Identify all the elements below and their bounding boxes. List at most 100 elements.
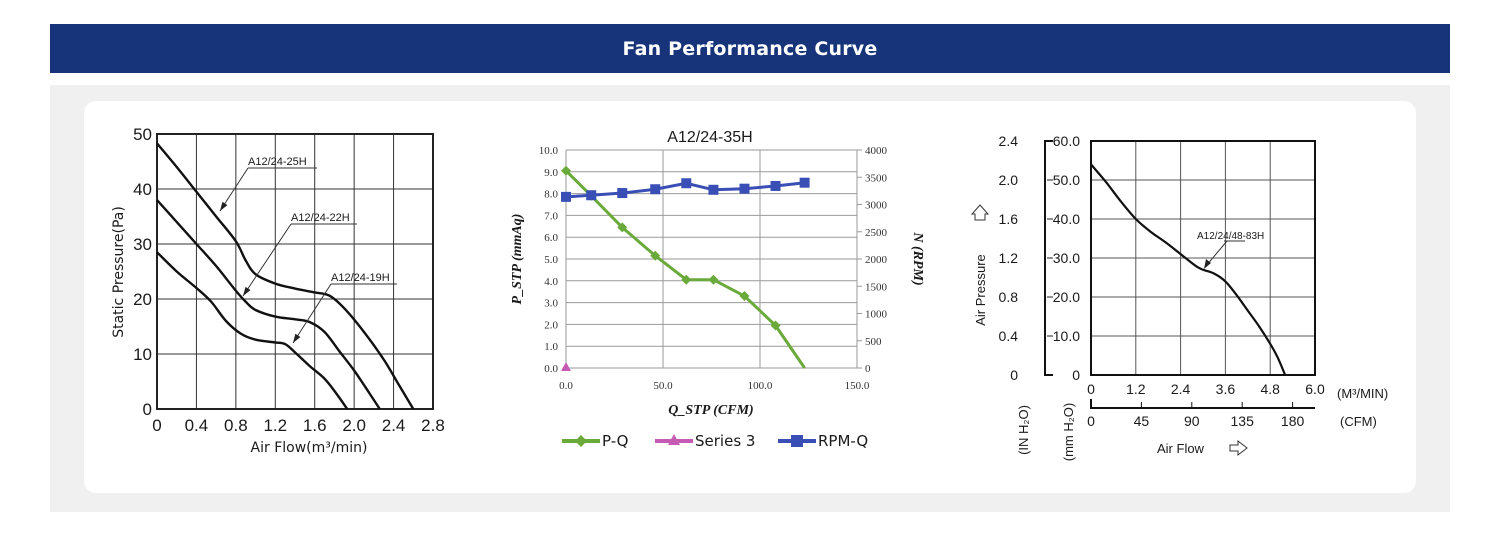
c2-y-right-tick-label: 2500 — [865, 227, 888, 239]
c3-y-unit-mmh2o: (mm H₂O) — [1061, 403, 1076, 461]
c2-x-tick-label: 50.0 — [653, 380, 673, 392]
c3-cfm-axis — [1090, 399, 1315, 409]
c3-x-tick-label: 4.8 — [1260, 381, 1280, 397]
c3-y-tick-inh2o: 0 — [1010, 367, 1018, 383]
c2-y-tick-label: 1.0 — [544, 341, 558, 353]
c2-point-rpm-q — [708, 184, 719, 195]
c1-x-tick-label: 1.6 — [303, 416, 327, 435]
c1-x-tick-label: 0 — [152, 416, 161, 435]
c2-legend-label: P-Q — [602, 432, 628, 450]
c1-annotation-25h: A12/24-25H — [248, 156, 307, 168]
c3-x-unit-cfm: (CFM) — [1340, 414, 1377, 429]
c2-y-tick-label: 5.0 — [544, 254, 558, 266]
c2-point-rpm-q — [617, 188, 628, 199]
c2-point-rpm-q — [561, 191, 571, 202]
c1-tick-labels: 0 0.4 0.8 1.2 1.6 2.0 2.4 2.8 0 10 20 30 40 50 — [133, 125, 445, 435]
c3-y-tick-mmh2o: 10.0 — [1053, 328, 1080, 344]
c2-point-p-q — [681, 274, 692, 285]
c2-point-p-q — [770, 320, 781, 331]
c2-legend-label: RPM-Q — [818, 432, 868, 450]
c2-point-p-q — [650, 250, 661, 261]
c2-y-tick-label: 10.0 — [539, 145, 559, 157]
c3-curve — [1090, 163, 1287, 376]
c1-y-tick-label: 30 — [133, 235, 152, 254]
c2-x-tick-label: 100.0 — [748, 380, 773, 392]
c2-y-tick-label: 3.0 — [544, 298, 558, 310]
right-arrow-icon — [1229, 439, 1248, 457]
c1-annotation-arrowhead — [293, 333, 301, 343]
c2-point-series-3 — [561, 362, 571, 371]
c3-y-tick-mmh2o: 60.0 — [1053, 133, 1080, 149]
c1-grid — [156, 133, 434, 410]
c3-y-axis-bracket — [1044, 140, 1053, 376]
c1-curve-a12-24-22h — [156, 199, 381, 410]
c2-y-right-tick-label: 3000 — [865, 200, 888, 212]
c2-legend-label: Series 3 — [695, 432, 755, 450]
chart-static-pressure: 0 0.4 0.8 1.2 1.6 2.0 2.4 2.8 0 10 20 30 40 50 Air Fl… — [111, 125, 445, 456]
c3-x-tick-label: 1.2 — [1126, 381, 1146, 397]
c3-x-axis-label: Air Flow — [1157, 441, 1205, 456]
c2-point-rpm-q — [739, 183, 750, 194]
c3-x-tick-label: 3.6 — [1216, 381, 1236, 397]
c1-x-tick-label: 0.4 — [185, 416, 209, 435]
c2-legend: P-Q Series 3 RPM-Q — [562, 432, 868, 450]
c2-y-right-tick-label: 500 — [865, 336, 882, 348]
c2-point-p-q — [708, 274, 719, 285]
c3-y-tick-mmh2o: 20.0 — [1053, 289, 1080, 305]
c2-title: A12/24-35H — [667, 129, 752, 146]
c2-tick-labels: 0.0 1.0 2.0 3.0 4.0 5.0 6.0 7.0 8.0 9.0 10.0 0.0 50.… — [539, 145, 888, 392]
c1-x-tick-label: 2.4 — [382, 416, 406, 435]
c3-plot-frame — [1090, 140, 1316, 376]
section-title: Fan Performance Curve — [622, 37, 878, 60]
c1-x-tick-label: 2.0 — [342, 416, 366, 435]
c1-x-tick-label: 2.8 — [421, 416, 445, 435]
c3-grid — [1044, 140, 1316, 409]
c1-plot-frame — [156, 133, 434, 410]
c3-y-tick-inh2o: 0.8 — [999, 289, 1019, 305]
c2-line-p-q — [564, 169, 806, 369]
c2-point-rpm-q — [681, 178, 692, 189]
c2-y-right-axis-label: N (RPM) — [910, 231, 925, 285]
c1-curve-a12-24-19h — [156, 251, 349, 410]
c1-x-axis-label: Air Flow(m³/min) — [251, 440, 368, 456]
c2-legend-marker-square — [791, 435, 803, 447]
c2-point-p-q — [617, 222, 628, 233]
c2-y-tick-label: 8.0 — [544, 189, 558, 201]
section-banner: Fan Performance Curve — [50, 24, 1450, 73]
c1-annotation-leader — [242, 223, 292, 297]
c3-x2-tick-label: 90 — [1184, 413, 1200, 429]
c3-x-unit-m3min: (M³/MIN) — [1337, 386, 1388, 401]
c1-curves — [156, 142, 415, 410]
c2-y-right-tick-label: 1000 — [865, 309, 888, 321]
c3-y-tick-inh2o: 1.6 — [999, 211, 1019, 227]
c3-y-tick-mmh2o: 50.0 — [1053, 172, 1080, 188]
c3-y-tick-mmh2o: 40.0 — [1053, 211, 1080, 227]
c3-y-tick-inh2o: 0.4 — [999, 328, 1019, 344]
c3-y-tick-inh2o: 1.2 — [999, 250, 1019, 266]
c3-curve-a12-24-48-83h — [1090, 163, 1287, 376]
c2-y-tick-label: 4.0 — [544, 276, 558, 288]
c2-point-rpm-q — [799, 177, 810, 188]
c3-x2-tick-label: 0 — [1087, 413, 1095, 429]
c1-x-tick-label: 0.8 — [224, 416, 248, 435]
c2-point-rpm-q — [650, 184, 661, 195]
c2-point-rpm-q — [770, 180, 781, 191]
c1-y-tick-label: 50 — [133, 125, 152, 144]
c1-annotation-arrowhead — [243, 286, 251, 296]
c1-curve-a12-24-25h — [156, 142, 415, 410]
c2-y-right-tick-label: 1500 — [865, 281, 888, 293]
c2-y-right-tick-label: 3500 — [865, 172, 888, 184]
c3-y-unit-inh2o: (IN H₂O) — [1016, 405, 1031, 455]
c2-y-right-tick-label: 0 — [865, 363, 871, 375]
c2-grid — [565, 149, 862, 369]
c3-y-tick-mmh2o: 0 — [1072, 367, 1080, 383]
chart-air-pressure: 0 1.2 2.4 3.6 4.8 6.0 0 10.0 20.0 30.0 40.0 50.0 60.… — [970, 133, 1388, 461]
c3-annotation-arrowhead — [1204, 259, 1211, 269]
c1-annotation-arrowhead — [220, 201, 228, 211]
c3-x-tick-label: 6.0 — [1305, 381, 1325, 397]
c3-annotation: A12/24/48-83H — [1197, 231, 1264, 242]
c1-annotation-leader — [292, 283, 332, 344]
c3-y-tick-inh2o: 2.4 — [999, 133, 1019, 149]
c1-annotations: A12/24-25H A12/24-22H A12/24-19H — [219, 156, 397, 344]
